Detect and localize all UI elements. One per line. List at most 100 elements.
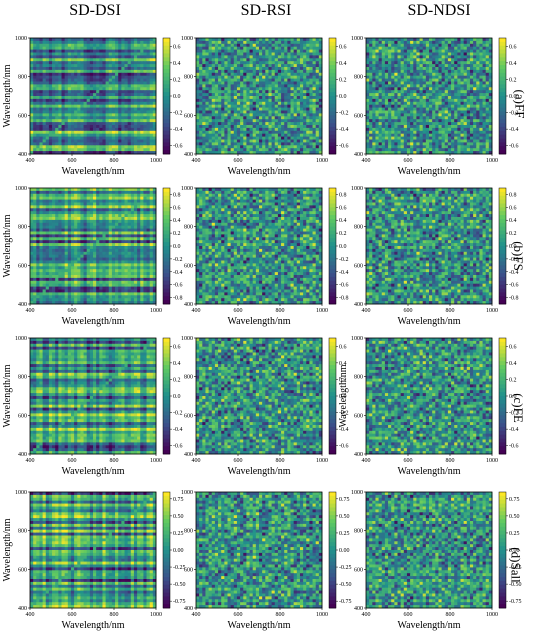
- heatmap-cell: [80, 81, 84, 85]
- heatmap-cell: [196, 78, 200, 82]
- heatmap-cell: [74, 148, 78, 152]
- heatmap-cell: [64, 72, 69, 77]
- heatmap-cell: [262, 84, 266, 88]
- heatmap-cell: [146, 93, 151, 97]
- heatmap-cell: [83, 49, 88, 53]
- heatmap-cell: [221, 93, 225, 97]
- colorbar-tick-label: -0.2: [339, 111, 349, 117]
- heatmap-cell: [422, 87, 427, 91]
- heatmap-cell: [447, 145, 452, 149]
- heatmap-cell: [80, 38, 84, 42]
- heatmap-cell: [74, 122, 78, 126]
- heatmap-cell: [372, 113, 376, 117]
- heatmap-cell: [86, 125, 91, 129]
- heatmap-cell: [318, 101, 323, 106]
- heatmap-cell: [77, 98, 81, 103]
- heatmap-cell: [233, 110, 238, 114]
- heatmap-cell: [479, 81, 483, 85]
- heatmap-cell: [432, 119, 436, 123]
- heatmap-cell: [199, 104, 203, 108]
- heatmap-cell: [429, 116, 433, 120]
- heatmap-cell: [252, 133, 257, 137]
- heatmap-cell: [214, 67, 219, 71]
- heatmap-cell: [205, 67, 209, 71]
- heatmap-cell: [108, 139, 113, 143]
- heatmap-cell: [378, 40, 383, 45]
- heatmap-cell: [255, 104, 260, 108]
- heatmap-cell: [93, 136, 97, 140]
- heatmap-cell: [381, 49, 386, 53]
- heatmap-cell: [143, 96, 147, 100]
- heatmap-cell: [221, 101, 225, 106]
- heatmap-cell: [45, 133, 50, 137]
- heatmap-cell: [252, 58, 257, 62]
- heatmap-cell: [121, 61, 125, 65]
- heatmap-cell: [249, 75, 254, 79]
- heatmap-cell: [149, 72, 154, 77]
- heatmap-cell: [48, 72, 53, 77]
- heatmap-cell: [425, 101, 430, 106]
- heatmap-cell: [466, 136, 471, 140]
- heatmap-cell: [214, 116, 219, 120]
- heatmap-cell: [80, 133, 84, 137]
- heatmap-cell: [372, 139, 376, 143]
- heatmap-cell: [115, 72, 119, 77]
- heatmap-cell: [296, 142, 301, 146]
- heatmap-cell: [372, 107, 376, 111]
- heatmap-cell: [140, 107, 144, 111]
- heatmap-cell: [306, 125, 310, 129]
- heatmap-cell: [422, 78, 427, 82]
- heatmap-cell: [485, 113, 490, 117]
- heatmap-cell: [130, 104, 135, 108]
- heatmap-cell: [67, 148, 72, 152]
- heatmap-cell: [249, 46, 254, 50]
- heatmap-cell: [366, 75, 370, 79]
- heatmap-cell: [469, 38, 474, 42]
- heatmap-cell: [74, 81, 78, 85]
- heatmap-cell: [315, 107, 320, 111]
- heatmap-cell: [99, 145, 103, 149]
- heatmap-cell: [277, 40, 282, 45]
- heatmap-cell: [133, 38, 138, 42]
- heatmap-cell: [208, 78, 213, 82]
- heatmap-cell: [388, 136, 392, 140]
- heatmap-cell: [83, 110, 88, 114]
- heatmap-cell: [39, 75, 43, 79]
- heatmap-cell: [268, 98, 272, 103]
- heatmap-cell: [381, 110, 386, 114]
- heatmap-cell: [463, 148, 468, 152]
- heatmap-cell: [271, 81, 276, 85]
- heatmap-cell: [45, 52, 50, 56]
- heatmap-cell: [58, 69, 62, 74]
- heatmap-cell: [293, 46, 298, 50]
- heatmap-cell: [133, 122, 138, 126]
- heatmap-cell: [137, 101, 141, 106]
- heatmap-cell: [77, 119, 81, 123]
- heatmap-cell: [485, 81, 490, 85]
- heatmap-cell: [457, 101, 461, 106]
- heatmap-cell: [429, 142, 433, 146]
- heatmap-cell: [196, 43, 200, 48]
- heatmap-cell: [290, 119, 295, 123]
- heatmap-cell: [406, 122, 411, 126]
- colorbar-segment: [329, 38, 336, 43]
- heatmap-cell: [86, 116, 91, 120]
- heatmap-cell: [221, 110, 225, 114]
- heatmap-cell: [224, 38, 228, 42]
- heatmap-cell: [236, 93, 241, 97]
- heatmap-cell: [105, 81, 110, 85]
- heatmap-cell: [413, 61, 417, 65]
- heatmap-cell: [99, 43, 103, 48]
- heatmap-cell: [400, 55, 405, 59]
- heatmap-cell: [221, 43, 225, 48]
- heatmap-cell: [70, 116, 75, 120]
- heatmap-cell: [214, 110, 219, 114]
- heatmap-cell: [419, 127, 424, 132]
- heatmap-cell: [115, 136, 119, 140]
- heatmap-cell: [208, 87, 213, 91]
- heatmap-cell: [45, 113, 50, 117]
- heatmap-cell: [293, 142, 298, 146]
- heatmap-cell: [479, 136, 483, 140]
- heatmap-cell: [255, 69, 260, 74]
- heatmap-cell: [143, 130, 147, 135]
